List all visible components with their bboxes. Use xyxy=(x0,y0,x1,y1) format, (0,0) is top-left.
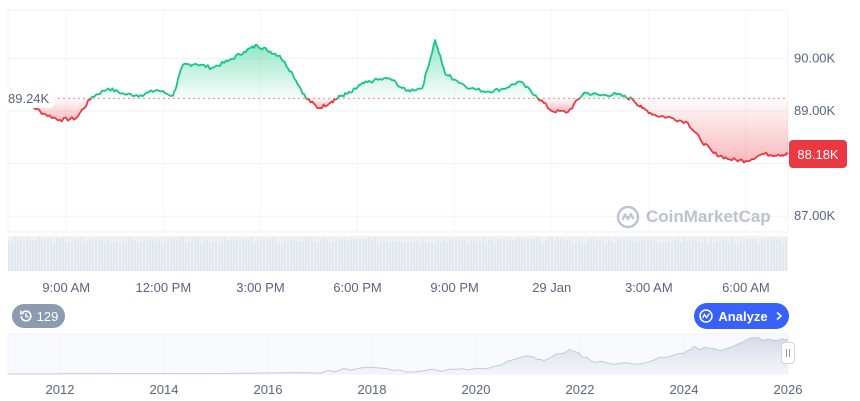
y-tick-label: 90.00K xyxy=(794,50,836,65)
reference-price-text: 89.24K xyxy=(8,90,50,106)
navigator-tick-label: 2018 xyxy=(358,382,387,397)
navigator-tick-label: 2026 xyxy=(774,382,803,397)
y-tick-label: 89.00K xyxy=(794,103,836,118)
navigator-tick-label: 2012 xyxy=(46,382,75,397)
analyze-label: Analyze xyxy=(718,308,768,324)
navigator-tick-label: 2020 xyxy=(462,382,491,397)
line-segment-down xyxy=(630,97,789,164)
volume-bars xyxy=(8,236,788,271)
chevron-right-icon xyxy=(776,311,782,321)
reference-price-label: 89.24K xyxy=(2,88,56,109)
watermark-text: CoinMarketCap xyxy=(646,207,771,226)
x-tick-label: 3:00 PM xyxy=(236,280,284,295)
x-axis: 9:00 AM 12:00 PM 3:00 PM 6:00 PM 9:00 PM 29 J… xyxy=(42,280,769,295)
x-tick-label: 12:00 PM xyxy=(136,280,192,295)
line-segment-up xyxy=(336,39,539,100)
analyze-button[interactable]: Analyze xyxy=(694,303,789,329)
navigator-tick-label: 2024 xyxy=(670,382,699,397)
area-above-reference xyxy=(91,44,307,99)
area-above-reference xyxy=(337,40,538,99)
x-tick-label: 9:00 AM xyxy=(42,280,90,295)
y-tick-label: 87.00K xyxy=(794,208,836,223)
y-axis: 90.00K 89.00K 87.00K xyxy=(794,50,836,223)
x-tick-label: 6:00 PM xyxy=(333,280,381,295)
current-price-badge: 88.18K xyxy=(789,140,847,169)
x-tick-label: 6:00 AM xyxy=(722,280,770,295)
navigator-scroll-handle[interactable] xyxy=(781,342,795,364)
x-tick-label: 29 Jan xyxy=(532,280,571,295)
analyze-icon xyxy=(699,309,714,323)
line-segment-down xyxy=(537,97,581,114)
history-button[interactable]: 129 xyxy=(12,304,65,328)
navigator-x-axis: 2012 2014 2016 2018 2020 2022 2024 2026 xyxy=(46,382,803,397)
area-below-reference xyxy=(631,98,788,163)
x-tick-label: 3:00 AM xyxy=(625,280,673,295)
area-below-reference xyxy=(8,98,91,122)
navigator-tick-label: 2014 xyxy=(150,382,179,397)
area-below-reference xyxy=(306,98,338,109)
chart-grid xyxy=(7,9,789,233)
current-price-text: 88.18K xyxy=(797,146,839,162)
line-segment-down xyxy=(305,97,338,110)
navigator-tick-label: 2022 xyxy=(566,382,595,397)
navigator-chart[interactable] xyxy=(7,333,789,375)
history-count: 129 xyxy=(36,308,59,324)
x-tick-label: 9:00 PM xyxy=(430,280,478,295)
line-segment-up xyxy=(90,43,307,100)
line-segment-up xyxy=(579,91,628,100)
coinmarketcap-logo-icon xyxy=(616,205,640,229)
navigator-tick-label: 2016 xyxy=(254,382,283,397)
price-area xyxy=(8,40,788,163)
history-clock-icon xyxy=(19,310,32,322)
coinmarketcap-watermark: CoinMarketCap xyxy=(616,205,771,229)
